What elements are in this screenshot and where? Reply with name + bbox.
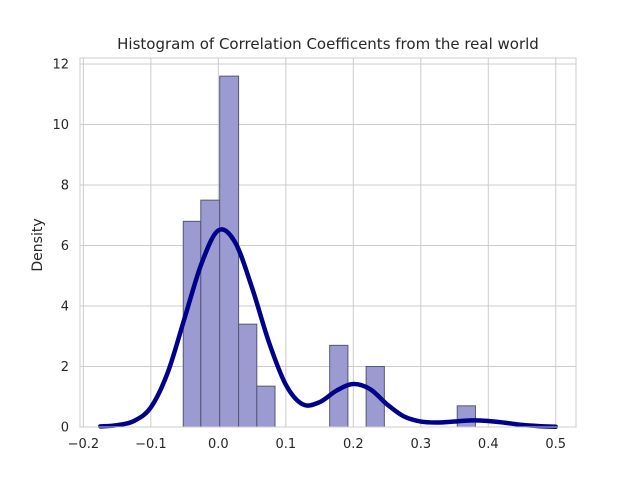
x-tick-label: 0.2: [343, 437, 364, 452]
x-tick-label: 0.3: [410, 437, 431, 452]
y-tick-label: 2: [61, 360, 69, 375]
x-tick-label: 0.5: [545, 437, 566, 452]
kde-layer: [97, 227, 559, 429]
plot-area: [80, 58, 576, 427]
x-tick-label: 0.0: [208, 437, 229, 452]
chart-title: Histogram of Correlation Coefficents fro…: [117, 35, 539, 53]
x-tick-label: −0.2: [68, 437, 100, 452]
y-tick-label: 12: [52, 58, 69, 73]
kde-curve: [97, 227, 559, 429]
histogram-bar: [238, 323, 258, 428]
y-tick-label: 4: [61, 300, 69, 315]
y-tick-label: 6: [61, 239, 69, 254]
x-tick-label: 0.1: [275, 437, 296, 452]
y-tick-label: 0: [61, 421, 69, 436]
histogram-bar: [219, 75, 240, 428]
x-axis-ticks: −0.2 −0.1 0.0 0.1 0.2 0.3 0.4 0.5: [68, 437, 567, 452]
x-tick-label: 0.4: [478, 437, 499, 452]
y-tick-label: 10: [52, 118, 69, 133]
y-tick-label: 8: [61, 179, 69, 194]
x-tick-label: −0.1: [135, 437, 167, 452]
histogram-bar: [182, 220, 202, 428]
histogram-bar: [256, 385, 276, 428]
y-axis-ticks: 0 2 4 6 8 10 12: [52, 58, 69, 436]
histogram-bar: [456, 405, 476, 428]
y-axis-label: Density: [30, 218, 46, 271]
plot-frame: [79, 57, 577, 428]
